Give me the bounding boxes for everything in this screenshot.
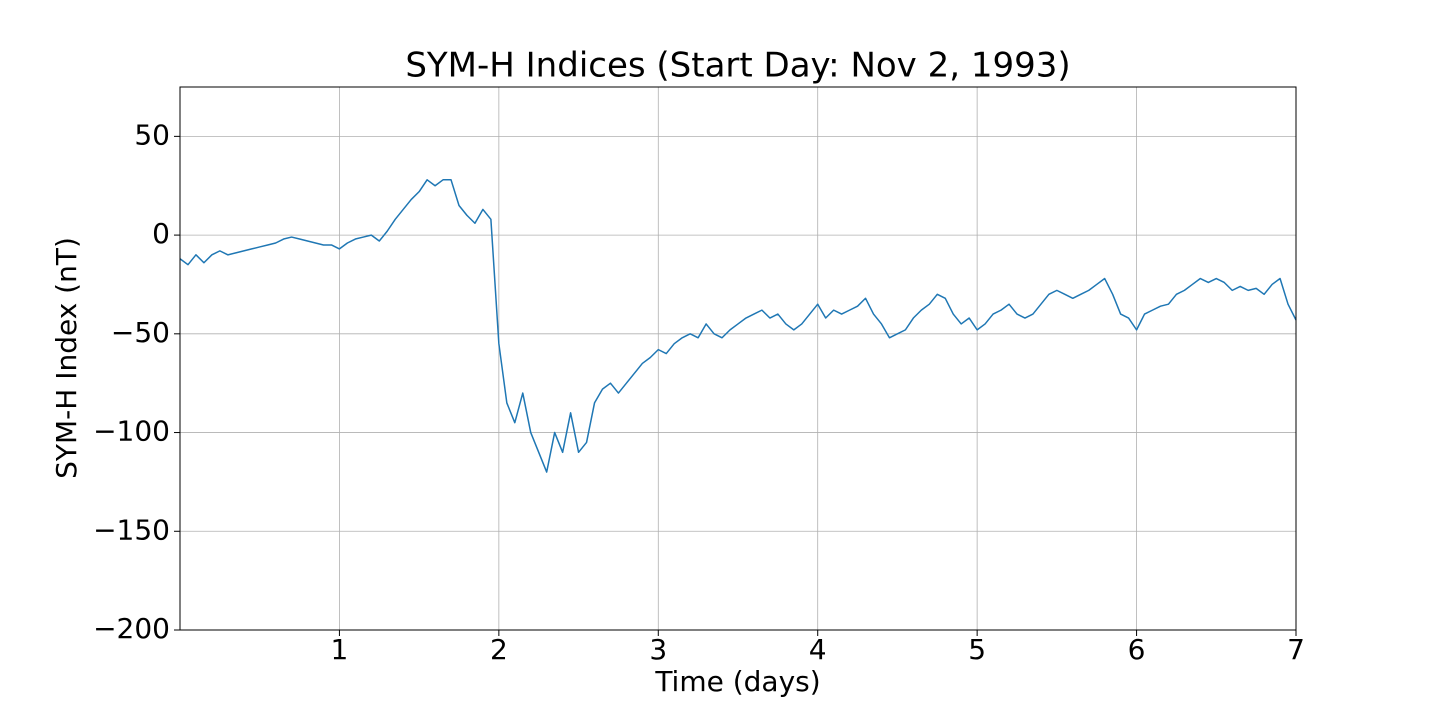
y-tick-label: 50 <box>134 118 170 151</box>
x-axis-label: Time (days) <box>654 665 820 698</box>
plot-frame <box>179 86 1297 631</box>
y-axis-label: SYM-H Index (nT) <box>50 237 83 479</box>
x-tick-label: 5 <box>968 633 986 666</box>
x-tick-label: 2 <box>490 633 508 666</box>
y-tick-label: −150 <box>93 513 170 546</box>
x-tick-label: 4 <box>809 633 827 666</box>
chart-title: SYM-H Indices (Start Day: Nov 2, 1993) <box>405 46 1070 86</box>
y-tick-label: 0 <box>152 217 170 250</box>
x-tick-label: 3 <box>649 633 667 666</box>
x-tick-label: 6 <box>1128 633 1146 666</box>
x-tick-label: 7 <box>1287 633 1305 666</box>
y-tick-label: −50 <box>111 316 170 349</box>
y-tick-label: −100 <box>93 415 170 448</box>
data-line <box>179 179 1297 473</box>
x-tick-label: 1 <box>331 633 349 666</box>
y-tick-label: −200 <box>93 612 170 645</box>
